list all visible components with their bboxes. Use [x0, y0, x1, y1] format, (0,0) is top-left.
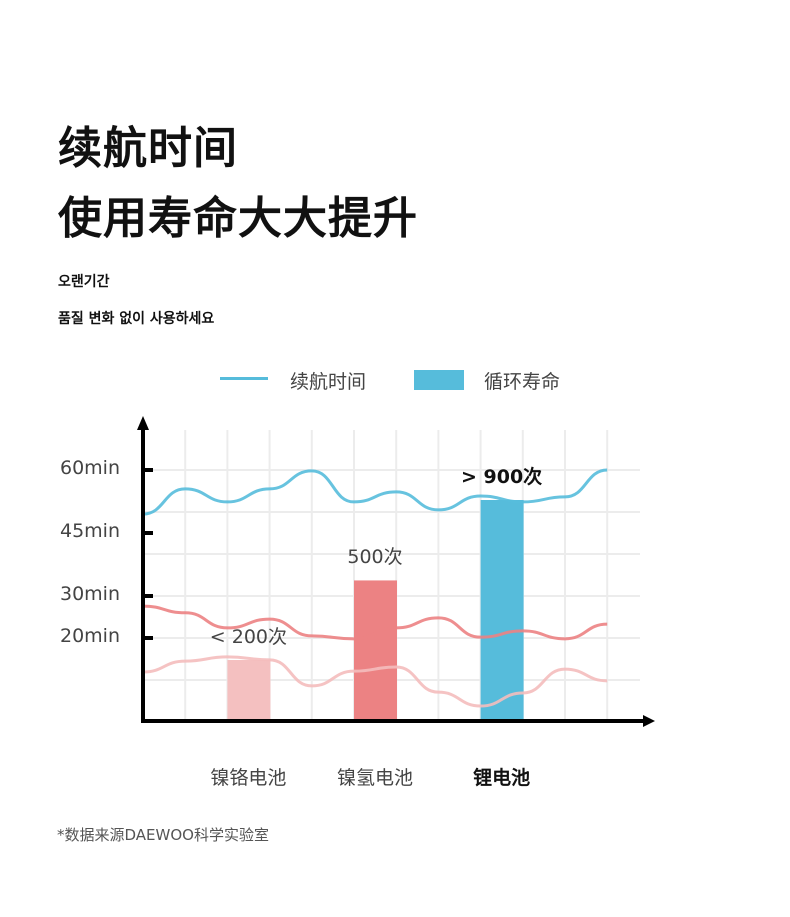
- y-tick-label: 60min: [59, 457, 120, 479]
- y-axis-arrow-icon: [137, 416, 149, 430]
- footnote: *数据来源DAEWOO科学实验室: [57, 826, 269, 844]
- bar-1: [227, 660, 271, 721]
- legend-line-swatch: [220, 377, 268, 380]
- y-tick-label: 30min: [59, 583, 120, 605]
- bar-3: [480, 500, 524, 721]
- subtitle-line-1: 오랜기간: [58, 274, 110, 290]
- legend-label-bar: 循环寿命: [484, 371, 561, 393]
- title-line-2: 使用寿命大大提升: [58, 193, 418, 244]
- series-line-2: [142, 604, 608, 641]
- series-line-3: [142, 655, 608, 708]
- bar-2: [354, 580, 397, 721]
- x-category-label: 镍氢电池: [336, 767, 413, 789]
- bar-value-label: < 200次: [209, 626, 287, 648]
- bar-value-label: 500次: [347, 546, 403, 569]
- legend-label-line: 续航时间: [290, 371, 367, 393]
- subtitle-line-2: 품질 변화 없이 사용하세요: [58, 311, 215, 327]
- title-line-1: 续航时间: [58, 123, 238, 174]
- y-tick-label: 45min: [59, 520, 120, 542]
- bar-value-label: > 900次: [460, 466, 543, 488]
- x-category-label: 镍铬电池: [210, 767, 287, 789]
- series-line-1: [142, 468, 608, 516]
- x-axis-arrow-icon: [643, 715, 655, 727]
- y-tick-label: 20min: [59, 625, 120, 647]
- legend-bar-swatch: [414, 370, 464, 390]
- x-category-label: 锂电池: [473, 767, 531, 789]
